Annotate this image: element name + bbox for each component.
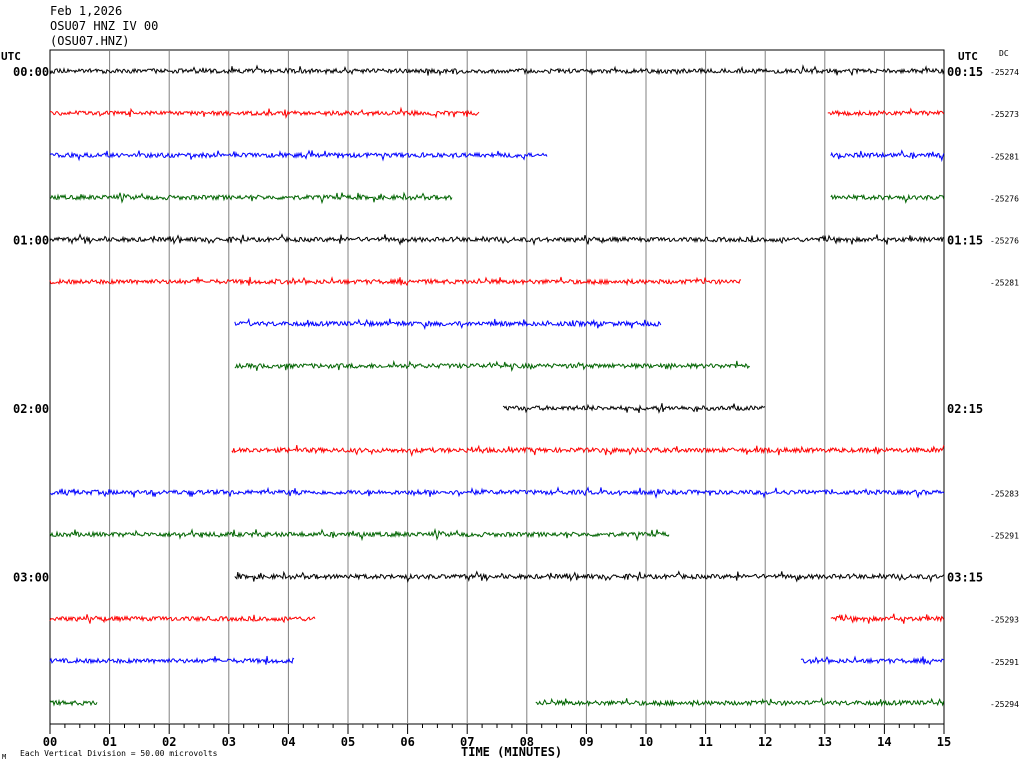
trace-line	[49, 233, 945, 246]
trace-line	[49, 655, 295, 665]
trace-line	[49, 698, 98, 707]
x-tick-label: 09	[579, 735, 593, 749]
channel-label: (OSU07.HNZ)	[50, 34, 130, 48]
x-tick-label: 07	[460, 735, 474, 749]
trace-line	[234, 359, 751, 373]
x-tick-label: 10	[639, 735, 653, 749]
trace-line	[49, 149, 548, 162]
x-tick-label: 13	[818, 735, 832, 749]
trace-dc-value: -25291	[990, 658, 1019, 667]
trace-dc-value: -25276	[990, 237, 1019, 246]
trace-line	[535, 697, 945, 708]
trace-line	[800, 655, 945, 666]
x-tick-label: 00	[43, 735, 57, 749]
trace-line	[49, 486, 945, 499]
trace-line	[49, 191, 453, 205]
trace-time-left: 02:00	[13, 402, 49, 416]
utc-left-label: UTC	[1, 50, 21, 63]
x-tick-label: 05	[341, 735, 355, 749]
trace-time-right: 03:15	[947, 571, 983, 585]
dc-header-label: DC	[999, 49, 1009, 58]
trace-dc-value: -25291	[990, 531, 1019, 540]
x-tick-label: 02	[162, 735, 176, 749]
trace-line	[49, 106, 480, 119]
trace-line	[827, 107, 945, 118]
corner-mark: M	[2, 753, 7, 761]
trace-line	[830, 613, 945, 624]
trace-time-left: 03:00	[13, 571, 49, 585]
x-tick-label: 01	[102, 735, 116, 749]
trace-line	[49, 276, 742, 287]
x-tick-label: 15	[937, 735, 951, 749]
utc-right-label: UTC	[958, 50, 978, 63]
trace-line	[49, 527, 670, 542]
x-tick-label: 06	[400, 735, 414, 749]
trace-line	[234, 570, 945, 584]
x-tick-label: 14	[877, 735, 891, 749]
trace-line	[830, 149, 945, 163]
trace-dc-value: -25276	[990, 194, 1019, 203]
x-tick-label: 03	[222, 735, 236, 749]
trace-dc-value: -25274	[990, 68, 1019, 77]
trace-time-right: 00:15	[947, 65, 983, 79]
trace-time-left: 01:00	[13, 234, 49, 248]
trace-line	[49, 64, 945, 77]
plot-frame	[49, 49, 945, 725]
trace-dc-value: -25273	[990, 110, 1019, 119]
trace-time-right: 02:15	[947, 402, 983, 416]
x-tick-label: 11	[698, 735, 712, 749]
trace-line	[234, 317, 662, 331]
trace-line	[830, 193, 945, 204]
trace-dc-value: -25281	[990, 279, 1019, 288]
station-label: OSU07 HNZ IV 00	[50, 19, 159, 33]
trace-line	[49, 614, 316, 624]
trace-dc-value: -25294	[990, 700, 1019, 709]
trace-dc-value: -25293	[990, 616, 1019, 625]
x-tick-label: 08	[520, 735, 534, 749]
trace-line	[502, 403, 766, 414]
trace-dc-value: -25281	[990, 152, 1019, 161]
x-tick-label: 04	[281, 735, 295, 749]
x-tick-label: 12	[758, 735, 772, 749]
trace-time-right: 01:15	[947, 234, 983, 248]
scale-footnote: Each Vertical Division = 50.00 microvolt…	[20, 749, 218, 758]
date-label: Feb 1,2026	[50, 4, 123, 18]
trace-dc-value: -25283	[990, 489, 1019, 498]
x-axis-label: TIME (MINUTES)	[461, 745, 563, 759]
trace-line	[231, 444, 945, 457]
trace-time-left: 00:00	[13, 65, 49, 79]
